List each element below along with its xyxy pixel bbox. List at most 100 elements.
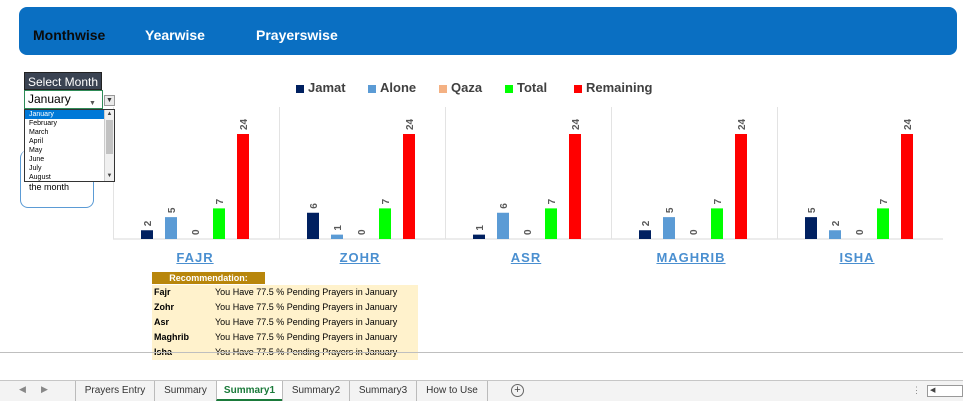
category-label-asr[interactable]: ASR (510, 250, 542, 265)
small-dropdown-arrow-icon: ▼ (89, 100, 96, 107)
recommendation-prayer: Zohr (154, 302, 174, 312)
category-label-fajr[interactable]: FAJR (176, 250, 214, 265)
next-sheet-icon[interactable]: ▶ (41, 384, 48, 394)
data-label-jamat-asr: 1 (475, 225, 486, 231)
bar-alone-maghrib (663, 217, 675, 239)
bar-remaining-asr (569, 134, 581, 239)
data-label-qaza-zohr: 0 (357, 229, 368, 235)
report-banner (19, 7, 957, 55)
recommendation-table: Fajr You Have 77.5 % Pending Prayers in … (152, 285, 418, 360)
tab-monthwise[interactable]: Monthwise (33, 27, 106, 43)
sheet-tab-summary[interactable]: Summary (154, 381, 216, 401)
bar-remaining-maghrib (735, 134, 747, 239)
data-label-jamat-fajr: 2 (143, 220, 154, 226)
legend-label-total: Total (517, 80, 548, 95)
month-option[interactable]: July (29, 165, 42, 172)
sheet-tab-summary1[interactable]: Summary1 (216, 381, 282, 401)
scroll-thumb[interactable] (106, 120, 113, 154)
month-option[interactable]: April (29, 138, 44, 145)
data-label-remaining-asr: 24 (571, 118, 582, 130)
data-label-alone-isha: 2 (831, 220, 842, 226)
month-option[interactable]: August (29, 174, 51, 181)
data-label-total-isha: 7 (879, 198, 890, 204)
legend-label-alone: Alone (380, 80, 417, 95)
data-label-alone-zohr: 1 (333, 225, 344, 231)
legend-swatch-alone (368, 85, 376, 93)
bar-alone-isha (829, 230, 841, 239)
data-label-jamat-isha: 5 (807, 207, 818, 213)
scroll-left-icon[interactable]: ◀ (930, 387, 936, 394)
horizontal-scrollbar[interactable]: ◀ (927, 385, 963, 397)
bar-total-fajr (213, 208, 225, 239)
legend-swatch-remaining (574, 85, 582, 93)
category-label-zohr[interactable]: ZOHR (339, 250, 381, 265)
sheet-tab-how-to-use[interactable]: How to Use (416, 381, 488, 401)
tab-prayerswise[interactable]: Prayerswise (256, 27, 338, 43)
add-sheet-icon[interactable]: + (511, 384, 524, 397)
recommendation-title: Recommendation: (152, 272, 265, 284)
bar-remaining-fajr (237, 134, 249, 239)
tab-yearwise[interactable]: Yearwise (145, 27, 205, 43)
data-label-total-zohr: 7 (381, 198, 392, 204)
scroll-up-icon[interactable]: ▲ (106, 111, 113, 117)
bar-jamat-maghrib (639, 230, 651, 239)
bar-jamat-zohr (307, 212, 319, 239)
month-select[interactable]: January (24, 90, 103, 109)
sheet-tab-prayers-entry[interactable]: Prayers Entry (75, 381, 154, 401)
bar-alone-zohr (331, 234, 343, 239)
bar-total-asr (545, 208, 557, 239)
recommendation-row: Maghrib You Have 77.5 % Pending Prayers … (152, 330, 418, 345)
data-label-jamat-maghrib: 2 (641, 220, 652, 226)
data-label-alone-maghrib: 5 (665, 207, 676, 213)
month-option[interactable]: May (29, 147, 43, 154)
category-label-maghrib[interactable]: MAGHRIB (656, 250, 726, 265)
bar-total-isha (877, 208, 889, 239)
legend-label-jamat: Jamat (308, 80, 346, 95)
data-label-total-maghrib: 7 (713, 198, 724, 204)
data-label-remaining-maghrib: 24 (737, 118, 748, 130)
bar-jamat-asr (473, 234, 485, 239)
recommendation-prayer: Asr (154, 317, 170, 327)
sheet-tab-summary3[interactable]: Summary3 (349, 381, 416, 401)
recommendation-message: You Have 77.5 % Pending Prayers in Janua… (215, 302, 398, 312)
data-label-remaining-isha: 24 (903, 118, 914, 130)
select-month-label: Select Month (24, 72, 102, 90)
data-label-total-asr: 7 (547, 198, 558, 204)
month-option[interactable]: March (29, 129, 49, 136)
recommendation-row: Asr You Have 77.5 % Pending Prayers in J… (152, 315, 418, 330)
dropdown-scrollbar[interactable]: ▲ ▼ (104, 110, 114, 181)
sheet-tab-summary2[interactable]: Summary2 (282, 381, 349, 401)
data-label-qaza-isha: 0 (855, 229, 866, 235)
prayer-bar-chart: 2 5 0 7 24 6 1 0 7 24 1 6 0 7 24 2 5 0 7 24 5 2 0 7 24 (113, 107, 943, 247)
month-dropdown-list[interactable]: January February March April May June Ju… (24, 109, 115, 182)
legend-swatch-jamat (296, 85, 304, 93)
dropdown-arrow-icon[interactable]: ▼ (104, 95, 115, 106)
more-options-icon[interactable]: ⋮ (912, 385, 921, 395)
month-option[interactable]: June (29, 156, 45, 163)
data-label-qaza-fajr: 0 (191, 229, 202, 235)
data-label-remaining-zohr: 24 (405, 118, 416, 130)
legend-label-qaza: Qaza (451, 80, 483, 95)
legend-swatch-qaza (439, 85, 447, 93)
category-label-isha[interactable]: ISHA (839, 250, 875, 265)
bar-remaining-zohr (403, 134, 415, 239)
scroll-down-icon[interactable]: ▼ (106, 173, 113, 179)
data-label-alone-fajr: 5 (167, 207, 178, 213)
recommendation-message: You Have 77.5 % Pending Prayers in Janua… (215, 332, 398, 342)
bar-total-zohr (379, 208, 391, 239)
recommendation-row: Fajr You Have 77.5 % Pending Prayers in … (152, 285, 418, 300)
data-label-jamat-zohr: 6 (309, 203, 320, 209)
recommendation-message: You Have 77.5 % Pending Prayers in Janua… (215, 317, 398, 327)
bar-remaining-isha (901, 134, 913, 239)
sheet-divider (0, 352, 963, 353)
bar-alone-fajr (165, 217, 177, 239)
bar-total-maghrib (711, 208, 723, 239)
recommendation-row: Zohr You Have 77.5 % Pending Prayers in … (152, 300, 418, 315)
data-label-remaining-fajr: 24 (239, 118, 250, 130)
legend-label-remaining: Remaining (586, 80, 653, 95)
prev-sheet-icon[interactable]: ◀ (19, 384, 26, 394)
month-option[interactable]: February (29, 120, 58, 127)
month-option[interactable]: January (25, 110, 105, 119)
recommendation-message: You Have 77.5 % Pending Prayers in Janua… (215, 287, 398, 297)
data-label-qaza-maghrib: 0 (689, 229, 700, 235)
